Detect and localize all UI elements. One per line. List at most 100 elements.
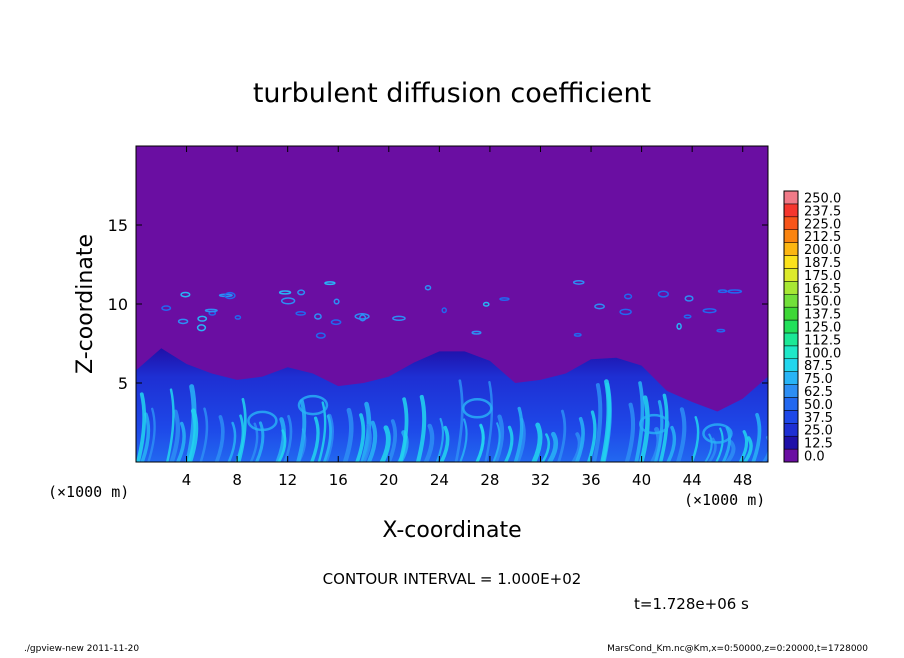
colorbar-swatch	[783, 306, 799, 321]
upper-patch	[314, 313, 322, 320]
colorbar-swatch	[783, 229, 799, 243]
y-tick-label: 10	[108, 295, 128, 314]
colorbar-label: 37.5	[804, 411, 833, 426]
x-tick-label: 16	[329, 471, 348, 489]
turbulence-streak	[658, 393, 669, 462]
upper-patch	[619, 308, 632, 316]
colorbar-swatch	[783, 216, 799, 230]
turbulence-streak	[639, 395, 650, 462]
upper-patch	[572, 280, 585, 285]
turbulence-streak	[214, 415, 225, 462]
turbulence-streak	[492, 422, 501, 462]
turbulence-streak	[575, 416, 585, 462]
turbulence-streak	[676, 407, 687, 462]
turbulence-streak	[255, 421, 265, 462]
upper-patch	[676, 322, 682, 330]
y-axis: 5 10 15	[108, 216, 768, 393]
turbulence-streak	[592, 383, 603, 462]
colorbar-swatch	[783, 448, 799, 463]
upper-patch	[424, 284, 432, 291]
turbulence-streak	[199, 407, 209, 462]
turbulence-streak	[475, 423, 485, 462]
footer-left: ./gpview-new 2011-11-20	[24, 644, 139, 654]
turbulence-streak	[235, 414, 245, 462]
upper-patch	[499, 297, 510, 301]
x-tick-label: 32	[531, 471, 550, 489]
turbulence-streak	[439, 425, 450, 462]
turbulence-streak	[531, 422, 543, 462]
colorbar-label: 200.0	[804, 243, 841, 258]
upper-patch	[573, 332, 582, 337]
upper-patch	[359, 314, 367, 322]
upper-patch	[234, 314, 242, 320]
turbulence-streak	[362, 423, 372, 462]
upper-patch	[280, 297, 296, 305]
time-text: t=1.728e+06 s	[634, 595, 749, 613]
colorbar-label: 75.0	[804, 372, 833, 387]
turbulence-streak	[277, 429, 287, 462]
turbulence-streak	[176, 421, 186, 462]
turbulence-streak	[227, 421, 237, 462]
turbulence-streak	[721, 426, 732, 462]
turbulence-streak	[690, 416, 700, 462]
upper-patch	[716, 328, 726, 333]
colorbar-label: 125.0	[804, 321, 841, 336]
colorbar-swatch	[783, 435, 799, 450]
turbulence-streak	[743, 436, 753, 462]
upper-patch	[441, 307, 447, 314]
turbulence-streak	[187, 408, 199, 462]
x-tick-label: 36	[581, 471, 600, 489]
upper-patch	[727, 289, 743, 294]
upper-patch	[297, 289, 306, 296]
colorbar-swatch	[783, 293, 799, 308]
turbulence-streak	[296, 399, 307, 462]
turbulence-streak	[140, 412, 151, 462]
turbulence-streak	[504, 425, 514, 462]
colorbar-label: 187.5	[804, 256, 841, 271]
turbulence-streak	[571, 432, 582, 462]
upper-patch	[315, 332, 326, 339]
colorbar-label: 237.5	[804, 204, 841, 219]
colorbar-swatch	[783, 410, 799, 424]
contour-interval-text: CONTOUR INTERVAL = 1.000E+02	[323, 570, 582, 588]
turbulence-streak	[387, 419, 398, 462]
turbulence-streak	[423, 423, 435, 462]
colorbar-swatch	[783, 397, 799, 411]
upper-patch	[482, 301, 490, 307]
x-tick-label: 40	[632, 471, 651, 489]
colorbar-label: 137.5	[804, 308, 841, 323]
x-tick-label: 12	[278, 471, 297, 489]
colorbar-label: 225.0	[804, 217, 841, 232]
upper-patch	[471, 330, 482, 335]
turbulence-streak	[715, 427, 724, 462]
turbulence-streak	[484, 380, 494, 462]
x-tick-label: 4	[182, 471, 192, 489]
turbulence-streak	[237, 397, 247, 462]
upper-patch	[594, 303, 605, 310]
turbulence-streak	[283, 414, 293, 462]
colorbar-label: 212.5	[804, 230, 841, 245]
turbulence-streak	[666, 425, 677, 462]
upper-patch	[392, 315, 406, 321]
colorbar-label: 250.0	[804, 191, 841, 206]
turbulence-streak	[654, 400, 664, 462]
colorbar-swatch	[783, 319, 799, 334]
colorbar-label: 50.0	[804, 398, 833, 413]
colorbar-label: 12.5	[804, 437, 833, 452]
colorbar-swatch	[783, 345, 799, 360]
upper-patch	[204, 308, 218, 313]
x-unit-label-right: (×1000 m)	[684, 491, 765, 509]
x-axis: 4 8 12 16 20 24 28 32 36 40 44 48	[182, 146, 752, 489]
turbulence-streak	[454, 379, 464, 462]
upper-patch	[330, 319, 342, 326]
colorbar-swatch	[783, 384, 799, 398]
colorbar-swatch	[783, 255, 799, 269]
colorbar-swatch	[783, 281, 799, 295]
eddy-swirl	[297, 394, 329, 416]
colorbar-swatch	[783, 332, 799, 347]
plot-area	[135, 145, 769, 463]
turbulence-streak	[398, 397, 409, 462]
turbulence-streak	[751, 412, 762, 462]
